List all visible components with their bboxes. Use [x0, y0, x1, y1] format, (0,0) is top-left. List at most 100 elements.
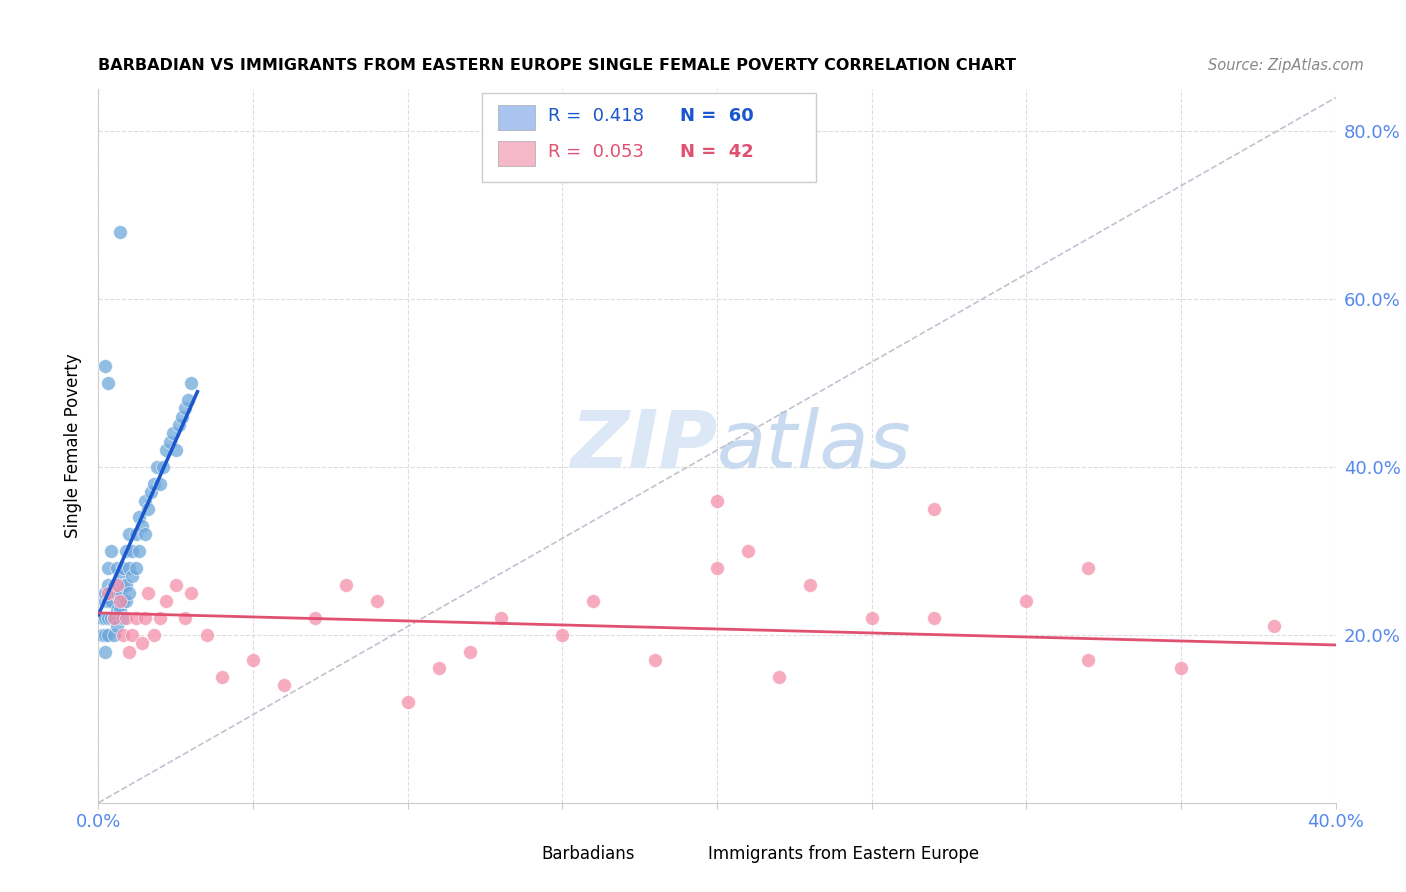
Point	[1170, 661, 1192, 675]
Point	[118, 527, 141, 541]
Point	[93, 645, 115, 659]
FancyBboxPatch shape	[495, 843, 531, 865]
Point	[105, 586, 128, 600]
Point	[922, 611, 945, 625]
Text: Barbadians: Barbadians	[541, 846, 636, 863]
Point	[112, 611, 135, 625]
Point	[118, 560, 141, 574]
Point	[108, 594, 131, 608]
Point	[115, 577, 138, 591]
Point	[90, 611, 112, 625]
Point	[489, 611, 512, 625]
Point	[112, 560, 135, 574]
Text: Immigrants from Eastern Europe: Immigrants from Eastern Europe	[709, 846, 980, 863]
Point	[103, 628, 125, 642]
Point	[149, 611, 172, 625]
Point	[458, 645, 481, 659]
Text: R =  0.418: R = 0.418	[547, 107, 644, 125]
Point	[115, 544, 138, 558]
Point	[100, 594, 122, 608]
Point	[128, 544, 150, 558]
Point	[124, 527, 146, 541]
Point	[97, 577, 120, 591]
Point	[121, 544, 143, 558]
Point	[551, 628, 574, 642]
Point	[211, 670, 233, 684]
Point	[112, 577, 135, 591]
Point	[143, 628, 166, 642]
Text: BARBADIAN VS IMMIGRANTS FROM EASTERN EUROPE SINGLE FEMALE POVERTY CORRELATION CH: BARBADIAN VS IMMIGRANTS FROM EASTERN EUR…	[98, 58, 1017, 73]
Point	[115, 611, 138, 625]
Point	[427, 661, 450, 675]
Point	[1077, 653, 1099, 667]
Point	[100, 611, 122, 625]
Point	[143, 476, 166, 491]
Text: Source: ZipAtlas.com: Source: ZipAtlas.com	[1208, 58, 1364, 73]
Point	[121, 628, 143, 642]
Point	[97, 586, 120, 600]
Point	[103, 586, 125, 600]
Point	[105, 577, 128, 591]
Point	[121, 569, 143, 583]
Point	[167, 417, 190, 432]
Point	[108, 569, 131, 583]
Point	[112, 594, 135, 608]
Point	[644, 653, 666, 667]
Point	[396, 695, 419, 709]
Point	[100, 544, 122, 558]
Point	[97, 594, 120, 608]
Point	[93, 594, 115, 608]
Point	[922, 502, 945, 516]
Point	[103, 611, 125, 625]
Point	[768, 670, 790, 684]
Text: R =  0.053: R = 0.053	[547, 143, 644, 161]
Point	[108, 586, 131, 600]
Text: N =  60: N = 60	[681, 107, 754, 125]
Point	[242, 653, 264, 667]
Point	[103, 611, 125, 625]
Point	[174, 611, 197, 625]
Point	[366, 594, 388, 608]
Point	[159, 434, 181, 449]
Point	[706, 560, 728, 574]
Point	[582, 594, 605, 608]
Point	[115, 594, 138, 608]
Point	[165, 577, 187, 591]
Point	[195, 628, 218, 642]
Point	[105, 603, 128, 617]
Point	[131, 636, 153, 650]
Point	[128, 510, 150, 524]
Point	[136, 586, 159, 600]
FancyBboxPatch shape	[498, 105, 536, 130]
Point	[134, 611, 156, 625]
Point	[165, 443, 187, 458]
Point	[1077, 560, 1099, 574]
Point	[139, 485, 162, 500]
FancyBboxPatch shape	[498, 141, 536, 166]
Point	[170, 409, 193, 424]
Text: atlas: atlas	[717, 407, 912, 485]
Point	[97, 611, 120, 625]
Point	[152, 460, 174, 475]
Point	[134, 493, 156, 508]
Point	[118, 645, 141, 659]
Point	[706, 493, 728, 508]
Point	[103, 577, 125, 591]
Point	[93, 611, 115, 625]
Point	[273, 678, 295, 692]
Text: ZIP: ZIP	[569, 407, 717, 485]
Point	[304, 611, 326, 625]
Point	[93, 628, 115, 642]
Point	[118, 586, 141, 600]
Point	[180, 586, 202, 600]
Point	[1015, 594, 1038, 608]
Text: N =  42: N = 42	[681, 143, 754, 161]
Point	[335, 577, 357, 591]
Y-axis label: Single Female Poverty: Single Female Poverty	[65, 354, 83, 538]
Point	[105, 560, 128, 574]
Point	[737, 544, 759, 558]
Point	[131, 518, 153, 533]
Point	[799, 577, 821, 591]
Point	[136, 502, 159, 516]
Point	[93, 586, 115, 600]
